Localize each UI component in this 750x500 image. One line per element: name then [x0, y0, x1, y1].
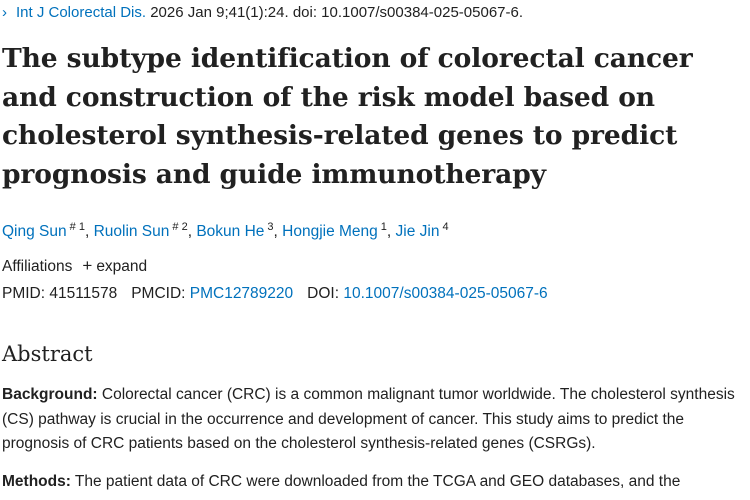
doi-link[interactable]: 10.1007/s00384-025-05067-6 — [343, 285, 548, 302]
author-affiliation-marker[interactable]: 4 — [442, 221, 449, 233]
background-text: Colorectal cancer (CRC) is a common mali… — [2, 386, 735, 452]
citation-line: › Int J Colorectal Dis. 2026 Jan 9;41(1):… — [2, 4, 523, 22]
pmid-label: PMID: — [2, 285, 46, 302]
citation-details: 2026 Jan 9;41(1):24. doi: 10.1007/s00384… — [150, 4, 524, 21]
doi-label: DOI: — [307, 285, 340, 302]
author-link-hongjie-meng[interactable]: Hongjie Meng — [282, 223, 378, 240]
author-affiliation-marker[interactable]: 3 — [267, 221, 274, 233]
article-title: The subtype identification of colorectal… — [2, 43, 693, 190]
background-label: Background: — [2, 386, 98, 403]
author-link-ruolin-sun[interactable]: Ruolin Sun — [93, 223, 170, 240]
author-list: Qing Sun # 1, Ruolin Sun # 2, Bokun He 3, H… — [2, 217, 449, 242]
author-affiliation-marker[interactable]: # 2 — [172, 221, 188, 233]
author-separator: , — [273, 223, 283, 240]
affiliations-row: Affiliations + expand — [2, 256, 147, 277]
author-affiliation-marker[interactable]: # 1 — [69, 221, 85, 233]
author-affiliation-marker[interactable]: 1 — [380, 221, 387, 233]
identifiers-row: PMID: 41511578 PMCID: PMC12789220 DOI: 10.… — [2, 284, 548, 304]
pmcid-label: PMCID: — [131, 285, 186, 302]
affiliations-label: Affiliations — [2, 258, 73, 275]
pmcid-link[interactable]: PMC12789220 — [189, 285, 294, 302]
abstract-background: Background: Colorectal cancer (CRC) is a… — [2, 383, 744, 457]
author-separator: , — [84, 223, 94, 240]
author-separator: , — [187, 223, 197, 240]
chevron-right-icon: › — [2, 4, 7, 21]
journal-link[interactable]: Int J Colorectal Dis. — [16, 4, 147, 21]
author-link-bokun-he[interactable]: Bokun He — [196, 223, 265, 240]
author-separator: , — [386, 223, 396, 240]
pmid-value: 41511578 — [49, 285, 118, 302]
methods-text: The patient data of CRC were downloaded … — [70, 473, 681, 490]
affiliations-expand-button[interactable]: + expand — [72, 256, 148, 275]
methods-label: Methods: — [2, 473, 71, 490]
plus-icon: + — [82, 256, 93, 275]
author-link-jie-jin[interactable]: Jie Jin — [395, 223, 440, 240]
abstract-methods: Methods: The patient data of CRC were do… — [2, 470, 744, 495]
abstract-heading: Abstract — [2, 342, 93, 366]
expand-label: expand — [96, 258, 148, 275]
author-link-qing-sun[interactable]: Qing Sun — [2, 223, 67, 240]
